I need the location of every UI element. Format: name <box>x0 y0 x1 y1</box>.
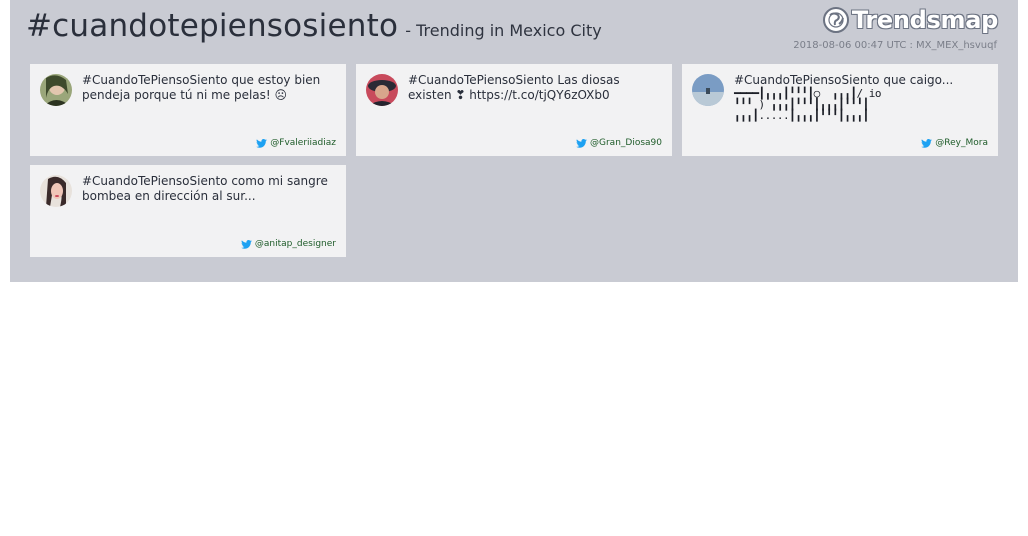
tweet-card[interactable]: #CuandoTePiensoSiento Las diosas existen… <box>356 64 672 156</box>
tweet-handle[interactable]: @anitap_designer <box>254 239 336 249</box>
tweet-author[interactable]: @Rey_Mora <box>921 138 988 148</box>
ascii-art-line: ━━━━┃╻╻╻┃╹╹╹┃○ ╻╻╻┃/ io <box>734 87 881 100</box>
avatar[interactable] <box>692 74 724 106</box>
ascii-art-line: ╻╻╻┃.....┃╻╻╻┃╹╹╹┃╻╻╻┃ <box>734 109 869 122</box>
tweet-card[interactable]: #CuandoTePiensoSiento que caigo... ━━━━┃… <box>682 64 998 156</box>
ascii-art-line: ╹╹╹ ) ╻╻╻┃╹╹╹┃╻╻╻┃╹╹╹┃ <box>734 98 869 111</box>
tweet-card[interactable]: #CuandoTePiensoSiento como mi sangre bom… <box>30 165 346 257</box>
tweet-handle[interactable]: @Fvaleriiadiaz <box>270 138 336 148</box>
twitter-bird-icon <box>241 239 252 249</box>
avatar[interactable] <box>40 175 72 207</box>
tweet-card[interactable]: #CuandoTePiensoSiento que estoy bien pen… <box>30 64 346 156</box>
tweet-author[interactable]: @anitap_designer <box>241 239 336 249</box>
avatar[interactable] <box>366 74 398 106</box>
trend-location: - Trending in Mexico City <box>405 21 602 40</box>
trend-panel: #cuandotepiensosiento - Trending in Mexi… <box>10 0 1018 282</box>
twitter-bird-icon <box>921 138 933 148</box>
tweet-author[interactable]: @Fvaleriiadiaz <box>256 138 336 148</box>
hashtag-title[interactable]: #cuandotepiensosiento <box>26 8 399 44</box>
avatar[interactable] <box>40 74 72 106</box>
logo-text: Trendsmap <box>851 6 998 34</box>
tweet-text: #CuandoTePiensoSiento Las diosas existen… <box>408 73 620 102</box>
trendsmap-logo[interactable]: Trendsmap <box>822 6 998 34</box>
twitter-bird-icon <box>576 138 587 148</box>
tweet-handle[interactable]: @Gran_Diosa90 <box>590 138 662 148</box>
tweet-text: #CuandoTePiensoSiento que caigo... ━━━━┃… <box>734 73 990 121</box>
tweet-handle[interactable]: @Rey_Mora <box>935 138 988 148</box>
tweet-text-line: #CuandoTePiensoSiento que caigo... <box>734 73 954 87</box>
twitter-bird-icon <box>256 138 268 148</box>
timestamp-meta: 2018-08-06 00:47 UTC : MX_MEX_hsvuqf <box>793 40 997 51</box>
globe-icon <box>822 7 849 33</box>
page-title: #cuandotepiensosiento - Trending in Mexi… <box>26 8 602 44</box>
tweet-text: #CuandoTePiensoSiento como mi sangre bom… <box>82 174 328 203</box>
tweet-text: #CuandoTePiensoSiento que estoy bien pen… <box>82 73 321 102</box>
tweet-author[interactable]: @Gran_Diosa90 <box>576 138 662 148</box>
